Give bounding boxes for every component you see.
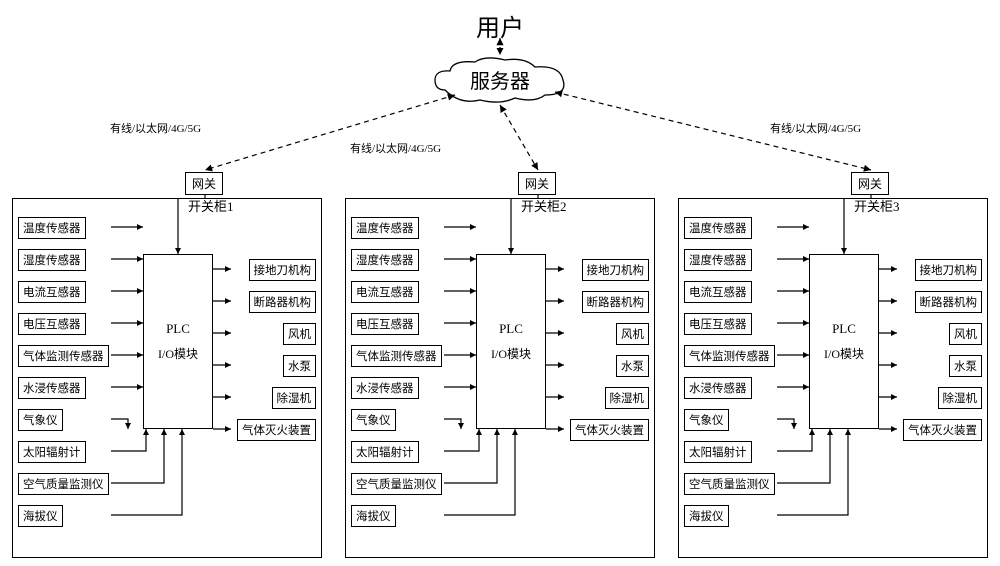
actuator-box: 接地刀机构 [582, 259, 650, 281]
sensor-box: 太阳辐射计 [684, 441, 752, 463]
plc-label: PLC [166, 321, 190, 337]
gateway-2: 网关 [851, 172, 889, 195]
plc-sub-label: I/O模块 [824, 345, 864, 362]
sensor-box: 海拔仪 [351, 505, 396, 527]
sensor-box: 电流互感器 [351, 281, 419, 303]
actuator-box: 气体灭火装置 [570, 419, 649, 441]
sensor-box: 电压互感器 [351, 313, 419, 335]
actuator-box: 除湿机 [272, 387, 317, 409]
cabinet-0: 开关柜1PLCI/O模块温度传感器湿度传感器电流互感器电压互感器气体监测传感器水… [12, 198, 322, 558]
sensor-box: 电压互感器 [18, 313, 86, 335]
actuator-box: 断路器机构 [582, 291, 650, 313]
plc-box: PLC I/O模块 [476, 254, 546, 429]
plc-box: PLC I/O模块 [809, 254, 879, 429]
actuator-box: 水泵 [283, 355, 316, 377]
sensor-box: 温度传感器 [684, 217, 752, 239]
sensor-box: 气体监测传感器 [18, 345, 109, 367]
sensor-box: 湿度传感器 [351, 249, 419, 271]
sensor-box: 电流互感器 [18, 281, 86, 303]
actuator-box: 气体灭火装置 [903, 419, 982, 441]
sensor-box: 电流互感器 [684, 281, 752, 303]
sensor-box: 气象仪 [351, 409, 396, 431]
plc-label: PLC [832, 321, 856, 337]
actuator-box: 水泵 [616, 355, 649, 377]
cabinet-1: 开关柜2PLCI/O模块温度传感器湿度传感器电流互感器电压互感器气体监测传感器水… [345, 198, 655, 558]
cabinet-2: 开关柜3PLCI/O模块温度传感器湿度传感器电流互感器电压互感器气体监测传感器水… [678, 198, 988, 558]
sensor-box: 温度传感器 [18, 217, 86, 239]
plc-sub-label: I/O模块 [158, 345, 198, 362]
actuator-box: 断路器机构 [915, 291, 983, 313]
sensor-box: 太阳辐射计 [351, 441, 419, 463]
sensor-box: 空气质量监测仪 [18, 473, 109, 495]
cabinet-title: 开关柜2 [521, 196, 567, 215]
sensor-box: 电压互感器 [684, 313, 752, 335]
actuator-box: 风机 [949, 323, 982, 345]
sensor-box: 海拔仪 [684, 505, 729, 527]
actuator-box: 风机 [616, 323, 649, 345]
sensor-box: 空气质量监测仪 [684, 473, 775, 495]
actuator-box: 断路器机构 [249, 291, 317, 313]
sensor-box: 气象仪 [684, 409, 729, 431]
actuator-box: 水泵 [949, 355, 982, 377]
sensor-box: 太阳辐射计 [18, 441, 86, 463]
sensor-box: 温度传感器 [351, 217, 419, 239]
sensor-box: 湿度传感器 [684, 249, 752, 271]
cabinet-title: 开关柜1 [188, 196, 234, 215]
conn-label-1: 有线/以太网/4G/5G [350, 140, 441, 156]
sensor-box: 水浸传感器 [18, 377, 86, 399]
sensor-box: 气象仪 [18, 409, 63, 431]
sensor-box: 湿度传感器 [18, 249, 86, 271]
sensor-box: 水浸传感器 [351, 377, 419, 399]
sensor-box: 气体监测传感器 [684, 345, 775, 367]
plc-label: PLC [499, 321, 523, 337]
actuator-box: 除湿机 [605, 387, 650, 409]
plc-box: PLC I/O模块 [143, 254, 213, 429]
plc-sub-label: I/O模块 [491, 345, 531, 362]
actuator-box: 风机 [283, 323, 316, 345]
gateway-0: 网关 [185, 172, 223, 195]
conn-label-2: 有线/以太网/4G/5G [770, 120, 861, 136]
sensor-box: 水浸传感器 [684, 377, 752, 399]
actuator-box: 除湿机 [938, 387, 983, 409]
user-label: 用户 [476, 8, 524, 43]
sensor-box: 空气质量监测仪 [351, 473, 442, 495]
actuator-box: 气体灭火装置 [237, 419, 316, 441]
actuator-box: 接地刀机构 [249, 259, 317, 281]
sensor-box: 海拔仪 [18, 505, 63, 527]
actuator-box: 接地刀机构 [915, 259, 983, 281]
server-label: 服务器 [470, 65, 530, 94]
sensor-box: 气体监测传感器 [351, 345, 442, 367]
gateway-1: 网关 [518, 172, 556, 195]
conn-label-0: 有线/以太网/4G/5G [110, 120, 201, 136]
cabinet-title: 开关柜3 [854, 196, 900, 215]
